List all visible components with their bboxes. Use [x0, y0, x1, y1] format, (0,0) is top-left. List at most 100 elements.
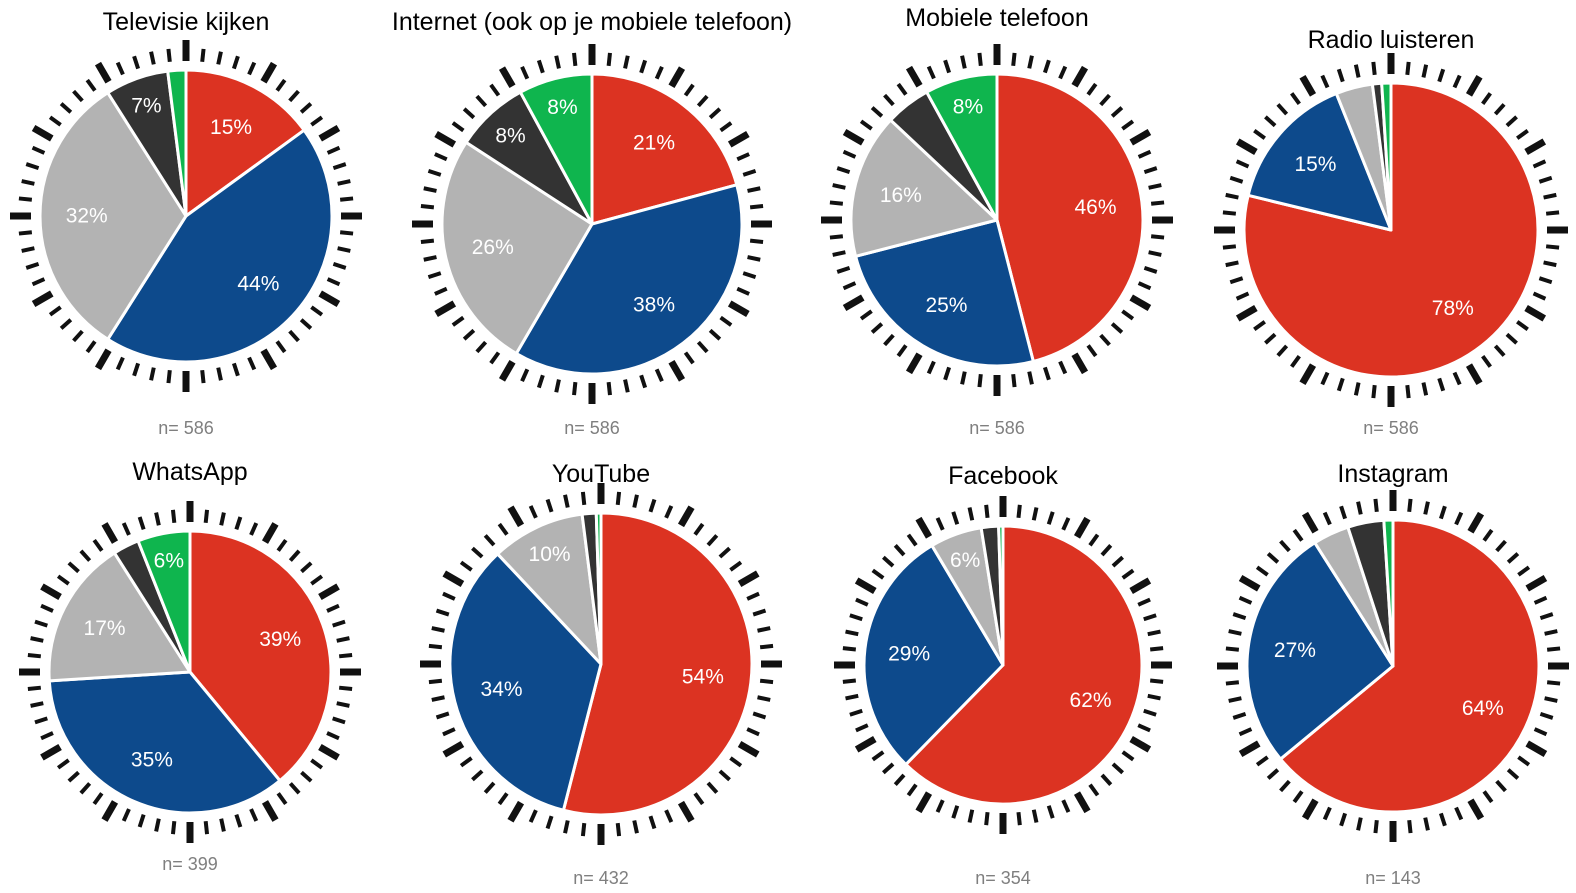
- clock-tick: [1121, 309, 1135, 321]
- clock-tick: [471, 769, 484, 782]
- clock-tick: [1238, 727, 1253, 737]
- clock-tick: [1225, 260, 1239, 268]
- clock-tick: [1301, 511, 1319, 534]
- clock-tick: [528, 505, 538, 519]
- clock-tick: [85, 78, 97, 92]
- clock-tick: [249, 808, 259, 822]
- clock-tick: [471, 546, 484, 559]
- clock-tick: [668, 66, 686, 89]
- clock-tick: [132, 55, 141, 70]
- clock-tick: [746, 591, 760, 601]
- clock-tick: [288, 549, 301, 562]
- clock-tick: [1071, 65, 1089, 88]
- clock-tick: [1505, 332, 1518, 345]
- clock-tick: [1264, 115, 1277, 128]
- clock-tick: [1143, 166, 1158, 175]
- clock-tick: [563, 494, 570, 508]
- clock-tick: [1235, 304, 1258, 322]
- clock-tick: [623, 379, 630, 393]
- clock-tick: [56, 758, 70, 770]
- clock-tick: [639, 374, 648, 389]
- clock-tick: [1099, 93, 1111, 107]
- clock-tick: [299, 102, 313, 114]
- clock-tick: [747, 186, 761, 193]
- clock-tick: [1544, 696, 1558, 703]
- clock-tick: [1481, 355, 1492, 368]
- clock-tick: [497, 522, 509, 536]
- clock-tick: [1061, 517, 1071, 531]
- clock-tick: [442, 591, 456, 601]
- clock-tick: [632, 820, 639, 834]
- clock-tick: [94, 348, 112, 371]
- clock-tick: [977, 373, 983, 388]
- clock-tick: [696, 94, 709, 108]
- clock-tick: [115, 61, 125, 76]
- clock-tick: [1011, 373, 1017, 388]
- clock-tick: [1073, 516, 1091, 539]
- clock-tick: [1228, 629, 1242, 636]
- clock-tick: [1299, 363, 1317, 386]
- clock-tick: [92, 538, 104, 552]
- clock-tick: [1299, 74, 1317, 97]
- clock-tick: [708, 328, 722, 341]
- clock-tick: [1371, 61, 1377, 76]
- clock-tick: [337, 246, 351, 253]
- clock-tick: [677, 800, 695, 823]
- clock-tick: [1266, 768, 1280, 780]
- clock-tick: [1371, 384, 1377, 399]
- sample-size-label: n= 586: [158, 418, 214, 438]
- clock-tick: [1232, 711, 1247, 720]
- chart-title: Televisie kijken: [102, 8, 270, 36]
- slice-value-label: 34%: [481, 678, 523, 701]
- clock-tick: [935, 517, 945, 531]
- clock-tick: [951, 805, 960, 819]
- clock-tick: [1073, 791, 1091, 814]
- clock-tick: [423, 186, 437, 193]
- clock-tick: [72, 89, 84, 103]
- clock-tick: [849, 708, 863, 717]
- clock-tick: [967, 809, 975, 823]
- clock-tick: [219, 512, 226, 526]
- clock-tick: [40, 731, 54, 741]
- clock-tick: [870, 106, 884, 118]
- clock-tick: [1301, 798, 1319, 821]
- clock-tick: [434, 300, 457, 318]
- clock-tick: [842, 678, 857, 684]
- clock-tick: [554, 55, 561, 69]
- clock-tick: [261, 522, 279, 544]
- clock-tick: [1086, 82, 1098, 96]
- clock-tick: [729, 560, 743, 572]
- clock-tick: [170, 820, 177, 835]
- clock-tick: [18, 230, 33, 236]
- clock-tick: [829, 234, 844, 240]
- slice-value-label: 16%: [880, 184, 922, 207]
- clock-tick: [431, 695, 445, 702]
- clock-tick: [528, 809, 538, 823]
- slice-value-label: 26%: [472, 236, 514, 259]
- clock-tick: [664, 809, 674, 823]
- clock-tick: [915, 516, 933, 539]
- clock-tick: [318, 124, 341, 142]
- pie-slice-green: [997, 524, 1005, 667]
- slice-value-label: 35%: [131, 748, 173, 771]
- clock-tick: [247, 61, 257, 76]
- clock-tick: [427, 271, 442, 280]
- clock-tick: [545, 815, 554, 830]
- slice-value-label: 6%: [950, 549, 980, 572]
- clock-tick: [1339, 812, 1348, 827]
- clock-tick: [1290, 92, 1301, 105]
- clock-tick: [905, 352, 923, 375]
- clock-tick: [1421, 64, 1429, 78]
- clock-tick: [115, 356, 125, 371]
- clock-tick: [905, 65, 923, 88]
- clock-tick: [40, 583, 62, 601]
- clock-tick: [1225, 680, 1240, 686]
- clock-tick: [1229, 276, 1244, 285]
- clock-tick: [1121, 750, 1135, 762]
- clock-tick: [1088, 533, 1100, 547]
- slice-value-label: 38%: [633, 294, 675, 317]
- clock-tick: [489, 351, 501, 365]
- clock-tick: [1525, 740, 1548, 758]
- clock-tick: [1137, 723, 1151, 733]
- clock-tick: [536, 59, 545, 74]
